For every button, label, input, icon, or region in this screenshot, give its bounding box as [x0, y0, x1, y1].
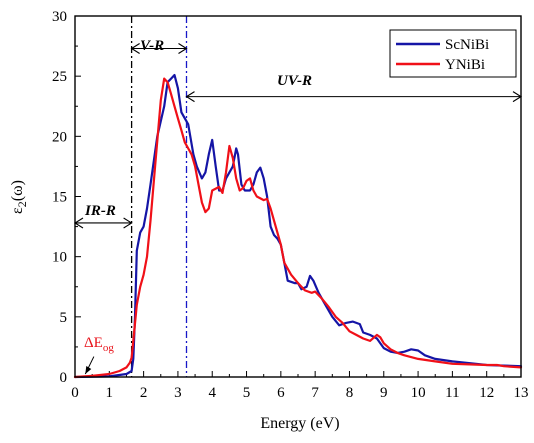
y-tick-label: 0	[60, 370, 68, 386]
plot-frame	[74, 15, 522, 378]
band-gap-arrow	[84, 356, 95, 375]
x-axis-title: Energy (eV)	[260, 415, 339, 432]
x-tick-label: 6	[277, 385, 285, 401]
legend-label-scnibi: ScNiBi	[445, 37, 489, 53]
ir-region-arrow	[73, 217, 133, 229]
x-tick-label: 1	[106, 385, 114, 401]
legend-label-ynibi: YNiBi	[445, 57, 485, 73]
band-gap-label: ΔEog	[84, 335, 114, 354]
x-tick-label: 12	[479, 385, 494, 401]
ir-region-label: IR-R	[84, 203, 116, 219]
x-tick-label: 10	[411, 385, 426, 401]
x-tick-label: 7	[311, 385, 319, 401]
uv-region-arrow	[185, 91, 523, 103]
x-tick-label: 8	[346, 385, 354, 401]
series-line-ynibi	[73, 77, 523, 379]
y-axis-title: ε2(ω)	[9, 180, 29, 214]
x-tick-label: 13	[514, 385, 529, 401]
y-tick-label: 15	[52, 190, 67, 206]
legend-box	[389, 29, 517, 78]
x-tick-label: 3	[174, 385, 182, 401]
x-tick-label: 2	[140, 385, 148, 401]
v-region-label: V-R	[140, 38, 164, 54]
y-tick-label: 30	[52, 9, 67, 25]
frame-layer	[74, 15, 522, 378]
x-tick-label: 4	[208, 385, 216, 401]
uv-region-label: UV-R	[277, 73, 312, 89]
x-tick-label: 9	[380, 385, 388, 401]
x-tick-label: 0	[71, 385, 79, 401]
legend: ScNiBi YNiBi	[389, 29, 517, 78]
v-region-arrow	[130, 43, 188, 54]
y-tick-label: 10	[52, 250, 67, 266]
x-tick-label: 11	[445, 385, 459, 401]
y-tick-label: 5	[60, 310, 68, 326]
series-layer	[73, 73, 523, 379]
y-tick-label: 20	[52, 129, 67, 145]
annotation-layer	[73, 16, 523, 377]
series-line-scnibi	[73, 73, 523, 379]
x-tick-label: 5	[243, 385, 251, 401]
y-tick-label: 25	[52, 69, 67, 85]
